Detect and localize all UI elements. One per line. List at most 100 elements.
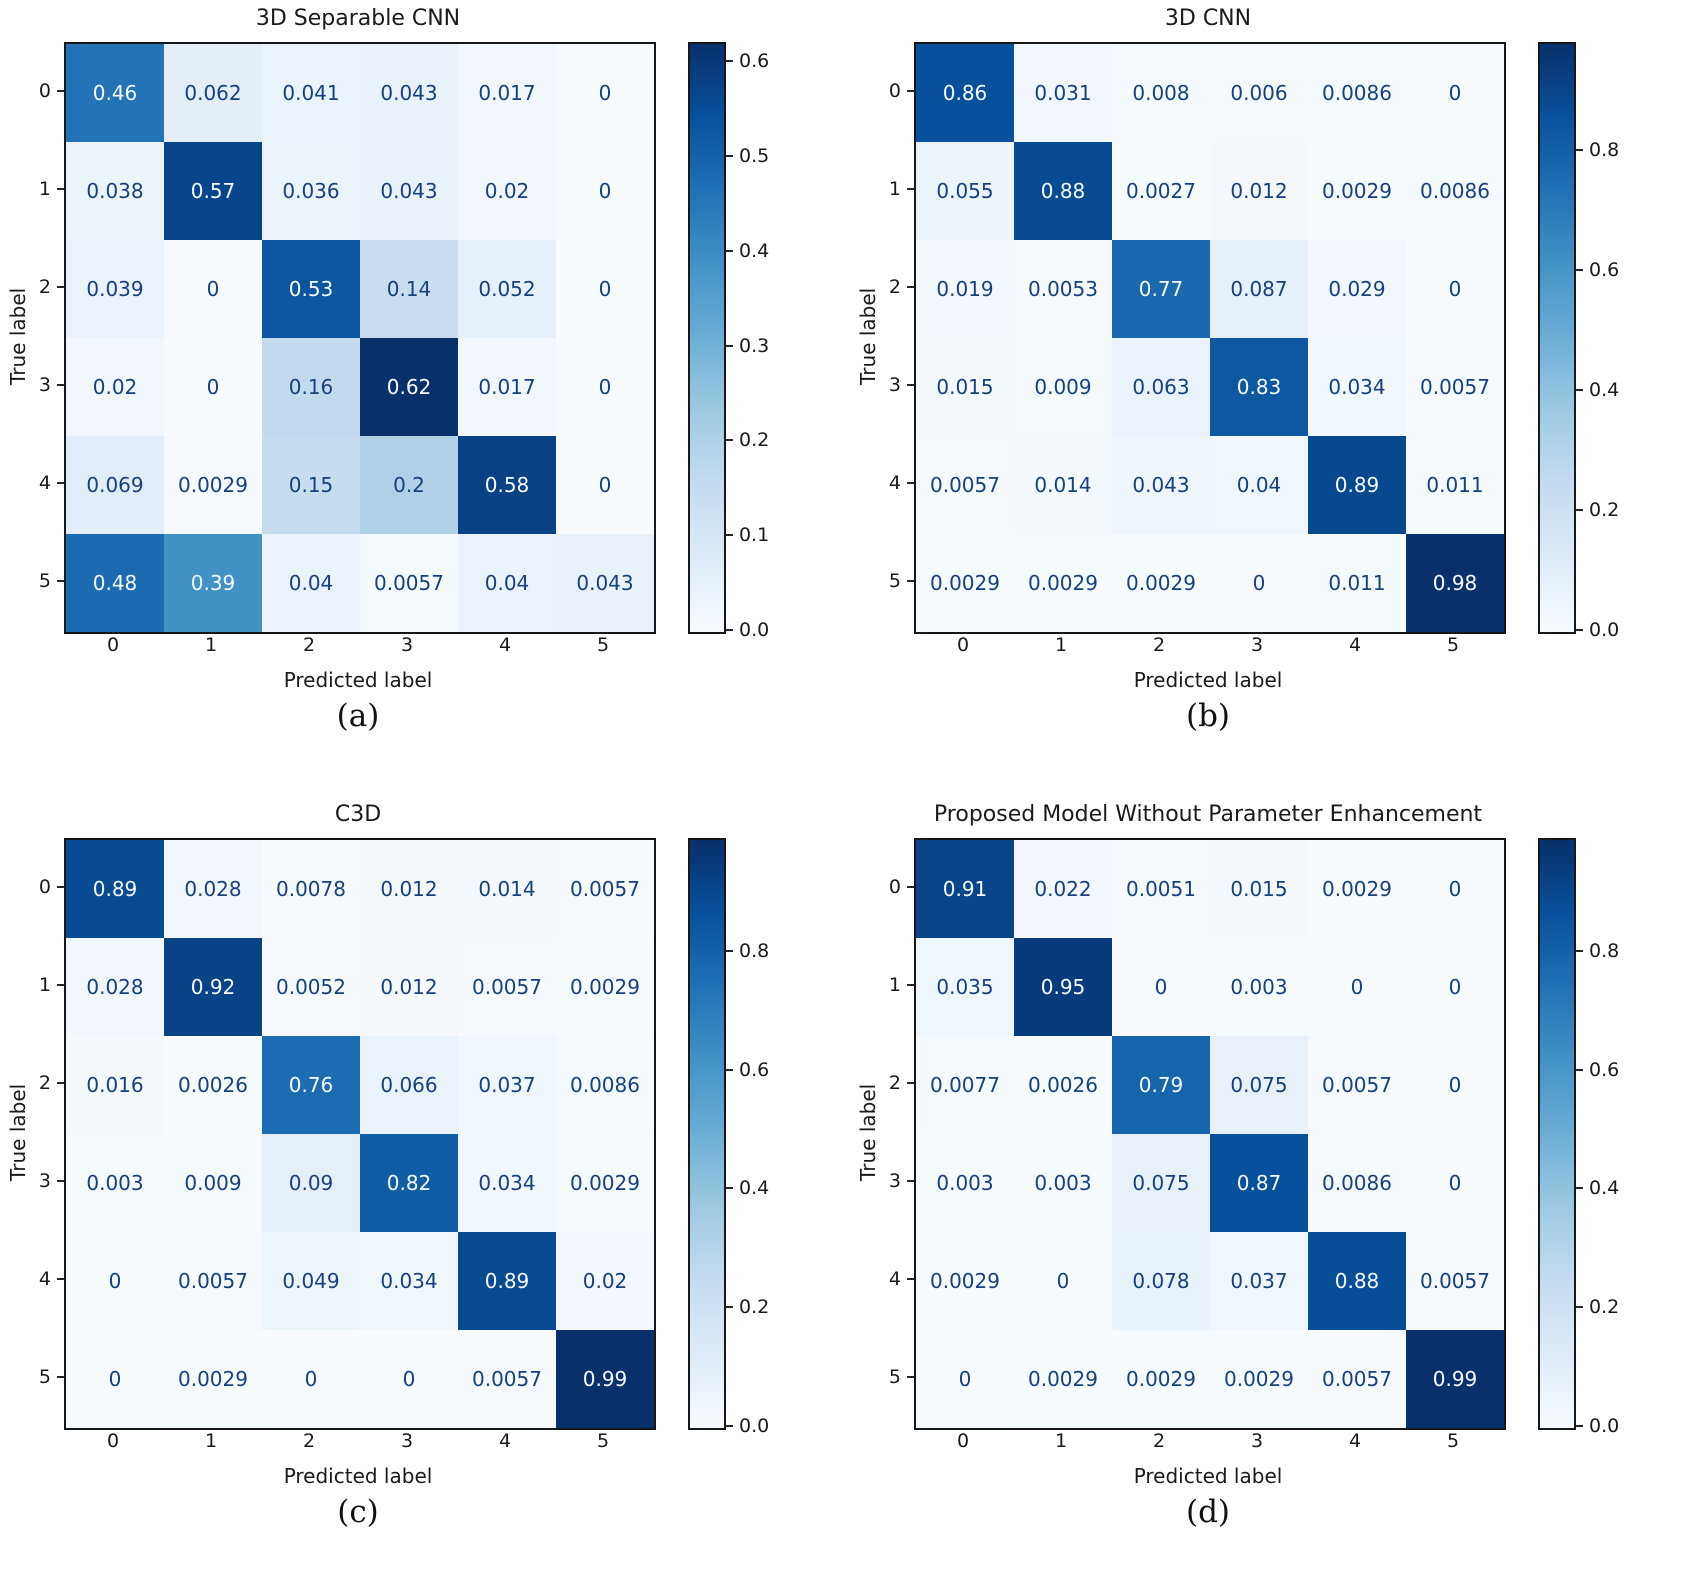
colorbar-tick: 0.0 — [1576, 619, 1619, 641]
colorbar-tick: 0.2 — [726, 429, 769, 451]
panel-d: Proposed Model Without Parameter Enhance… — [850, 796, 1701, 1592]
colorbar-ticks: 0.0 0.1 0.2 0.3 0.4 0.5 0.6 — [726, 42, 796, 641]
y-tick: 1 — [0, 140, 64, 238]
heatmap-cell: 0 — [1210, 534, 1308, 632]
heatmap-cell: 0 — [1406, 1134, 1504, 1232]
x-axis-ticks: 0 1 2 3 4 5 — [64, 1430, 652, 1460]
colorbar — [1538, 42, 1576, 634]
y-tick: 5 — [0, 1328, 64, 1426]
heatmap-cell: 0.92 — [164, 938, 262, 1036]
x-tick: 3 — [400, 634, 414, 656]
heatmap-cell: 0.0052 — [262, 938, 360, 1036]
heatmap-cell: 0.019 — [916, 240, 1014, 338]
colorbar-tick: 0.4 — [726, 240, 769, 262]
colorbar-tick: 0.3 — [726, 335, 769, 357]
heatmap-cell: 0.003 — [916, 1134, 1014, 1232]
heatmap-cell: 0 — [1406, 44, 1504, 142]
y-tick: 2 — [0, 1034, 64, 1132]
y-tick: 4 — [0, 434, 64, 532]
heatmap-cell: 0.0029 — [164, 1330, 262, 1428]
heatmap-cell: 0.0057 — [458, 938, 556, 1036]
heatmap-cell: 0.88 — [1014, 142, 1112, 240]
x-tick: 0 — [106, 634, 120, 656]
heatmap-cell: 0.0026 — [164, 1036, 262, 1134]
heatmap-cell: 0.02 — [458, 142, 556, 240]
colorbar-tick: 0.8 — [726, 940, 769, 962]
heatmap-cell: 0.0051 — [1112, 840, 1210, 938]
heatmap-cell: 0.0057 — [360, 534, 458, 632]
heatmap-cell: 0.043 — [360, 44, 458, 142]
confusion-matrix-heatmap: 0.89 0.028 0.0078 0.012 0.014 0.0057 0.028 0.92… — [64, 838, 656, 1430]
heatmap-cell: 0.015 — [916, 338, 1014, 436]
heatmap-cell: 0.76 — [262, 1036, 360, 1134]
heatmap-cell: 0.0086 — [1406, 142, 1504, 240]
x-tick: 1 — [204, 1430, 218, 1452]
heatmap-cell: 0.0086 — [1308, 1134, 1406, 1232]
heatmap-cell: 0.48 — [66, 534, 164, 632]
heatmap-cell: 0.0029 — [556, 938, 654, 1036]
heatmap-cell: 0.57 — [164, 142, 262, 240]
x-tick: 5 — [1446, 634, 1460, 656]
heatmap-cell: 0.014 — [458, 840, 556, 938]
x-axis-ticks: 0 1 2 3 4 5 — [914, 634, 1502, 664]
heatmap-cell: 0 — [1014, 1232, 1112, 1330]
heatmap-cell: 0.09 — [262, 1134, 360, 1232]
colorbar-tick: 0.2 — [726, 1296, 769, 1318]
heatmap-cell: 0.012 — [1210, 142, 1308, 240]
subfigure-caption: (a) — [336, 698, 380, 734]
colorbar-tick: 0.4 — [1576, 379, 1619, 401]
y-tick: 3 — [0, 336, 64, 434]
heatmap-cell: 0 — [164, 240, 262, 338]
heatmap-cell: 0.008 — [1112, 44, 1210, 142]
y-tick: 2 — [0, 238, 64, 336]
x-tick: 5 — [596, 1430, 610, 1452]
heatmap-cell: 0.0029 — [1112, 1330, 1210, 1428]
heatmap-cell: 0.035 — [916, 938, 1014, 1036]
subfigure-caption: (b) — [1185, 698, 1231, 734]
y-tick: 5 — [0, 532, 64, 630]
x-tick: 4 — [1348, 1430, 1362, 1452]
heatmap-cell: 0.58 — [458, 436, 556, 534]
plot-title: 3D Separable CNN — [255, 6, 461, 31]
colorbar-tick: 0.5 — [726, 145, 769, 167]
colorbar-tick: 0.6 — [1576, 259, 1619, 281]
heatmap-cell: 0 — [1308, 938, 1406, 1036]
heatmap-cell: 0 — [262, 1330, 360, 1428]
y-tick: 1 — [0, 936, 64, 1034]
y-tick: 2 — [850, 1034, 914, 1132]
heatmap-cell: 0.037 — [458, 1036, 556, 1134]
heatmap-cell: 0.99 — [1406, 1330, 1504, 1428]
x-tick: 2 — [1152, 634, 1166, 656]
heatmap-cell: 0.078 — [1112, 1232, 1210, 1330]
heatmap-cell: 0.075 — [1210, 1036, 1308, 1134]
x-tick: 0 — [956, 634, 970, 656]
heatmap-cell: 0.87 — [1210, 1134, 1308, 1232]
x-tick: 5 — [1446, 1430, 1460, 1452]
y-tick: 0 — [0, 838, 64, 936]
heatmap-cell: 0.0029 — [1014, 1330, 1112, 1428]
plot-title: C3D — [334, 802, 382, 827]
heatmap-cell: 0.83 — [1210, 338, 1308, 436]
heatmap-cell: 0.011 — [1308, 534, 1406, 632]
subfigure-caption: (d) — [1185, 1494, 1231, 1530]
heatmap-cell: 0.022 — [1014, 840, 1112, 938]
x-axis-label: Predicted label — [1133, 668, 1283, 692]
y-tick: 4 — [850, 434, 914, 532]
heatmap-cell: 0.0057 — [1406, 338, 1504, 436]
heatmap-cell: 0.037 — [1210, 1232, 1308, 1330]
heatmap-cell: 0.043 — [556, 534, 654, 632]
heatmap-cell: 0.39 — [164, 534, 262, 632]
colorbar-tick: 0.0 — [726, 619, 769, 641]
heatmap-cell: 0.04 — [1210, 436, 1308, 534]
heatmap-cell: 0.034 — [1308, 338, 1406, 436]
heatmap-cell: 0.79 — [1112, 1036, 1210, 1134]
heatmap-cell: 0.2 — [360, 436, 458, 534]
heatmap-cell: 0.041 — [262, 44, 360, 142]
colorbar-tick: 0.2 — [1576, 1296, 1619, 1318]
colorbar — [688, 42, 726, 634]
